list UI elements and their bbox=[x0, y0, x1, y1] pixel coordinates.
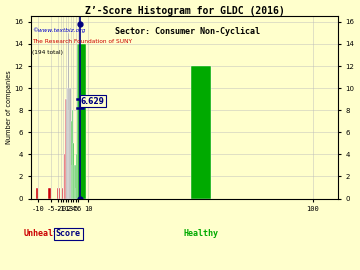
Bar bbox=[70, 88, 71, 198]
Bar bbox=[75, 166, 76, 198]
Text: ©www.textbiz.org: ©www.textbiz.org bbox=[32, 27, 86, 33]
Y-axis label: Number of companies: Number of companies bbox=[5, 70, 12, 144]
Bar bbox=[65, 99, 66, 198]
Bar bbox=[67, 88, 68, 198]
Title: Z’-Score Histogram for GLDC (2016): Z’-Score Histogram for GLDC (2016) bbox=[85, 6, 284, 16]
Bar bbox=[68, 33, 69, 198]
Bar bbox=[73, 143, 74, 198]
Bar bbox=[78, 44, 86, 198]
Bar bbox=[64, 154, 65, 198]
Bar bbox=[62, 188, 63, 198]
Bar bbox=[59, 188, 60, 198]
Bar bbox=[66, 99, 67, 198]
Bar bbox=[74, 166, 75, 198]
Bar bbox=[69, 88, 70, 198]
Text: The Research Foundation of SUNY: The Research Foundation of SUNY bbox=[32, 39, 132, 44]
Bar bbox=[71, 121, 72, 198]
Text: Score: Score bbox=[56, 230, 81, 238]
Text: 6.629: 6.629 bbox=[81, 97, 104, 106]
Bar bbox=[57, 188, 58, 198]
Text: (194 total): (194 total) bbox=[32, 50, 63, 55]
Bar bbox=[72, 110, 73, 198]
Bar bbox=[191, 66, 211, 198]
Bar bbox=[76, 154, 77, 198]
Bar bbox=[49, 188, 51, 198]
Text: Unhealthy: Unhealthy bbox=[23, 230, 68, 238]
Text: Healthy: Healthy bbox=[183, 230, 218, 238]
Text: Sector: Consumer Non-Cyclical: Sector: Consumer Non-Cyclical bbox=[115, 27, 260, 36]
Bar bbox=[77, 44, 78, 198]
Bar bbox=[36, 188, 39, 198]
